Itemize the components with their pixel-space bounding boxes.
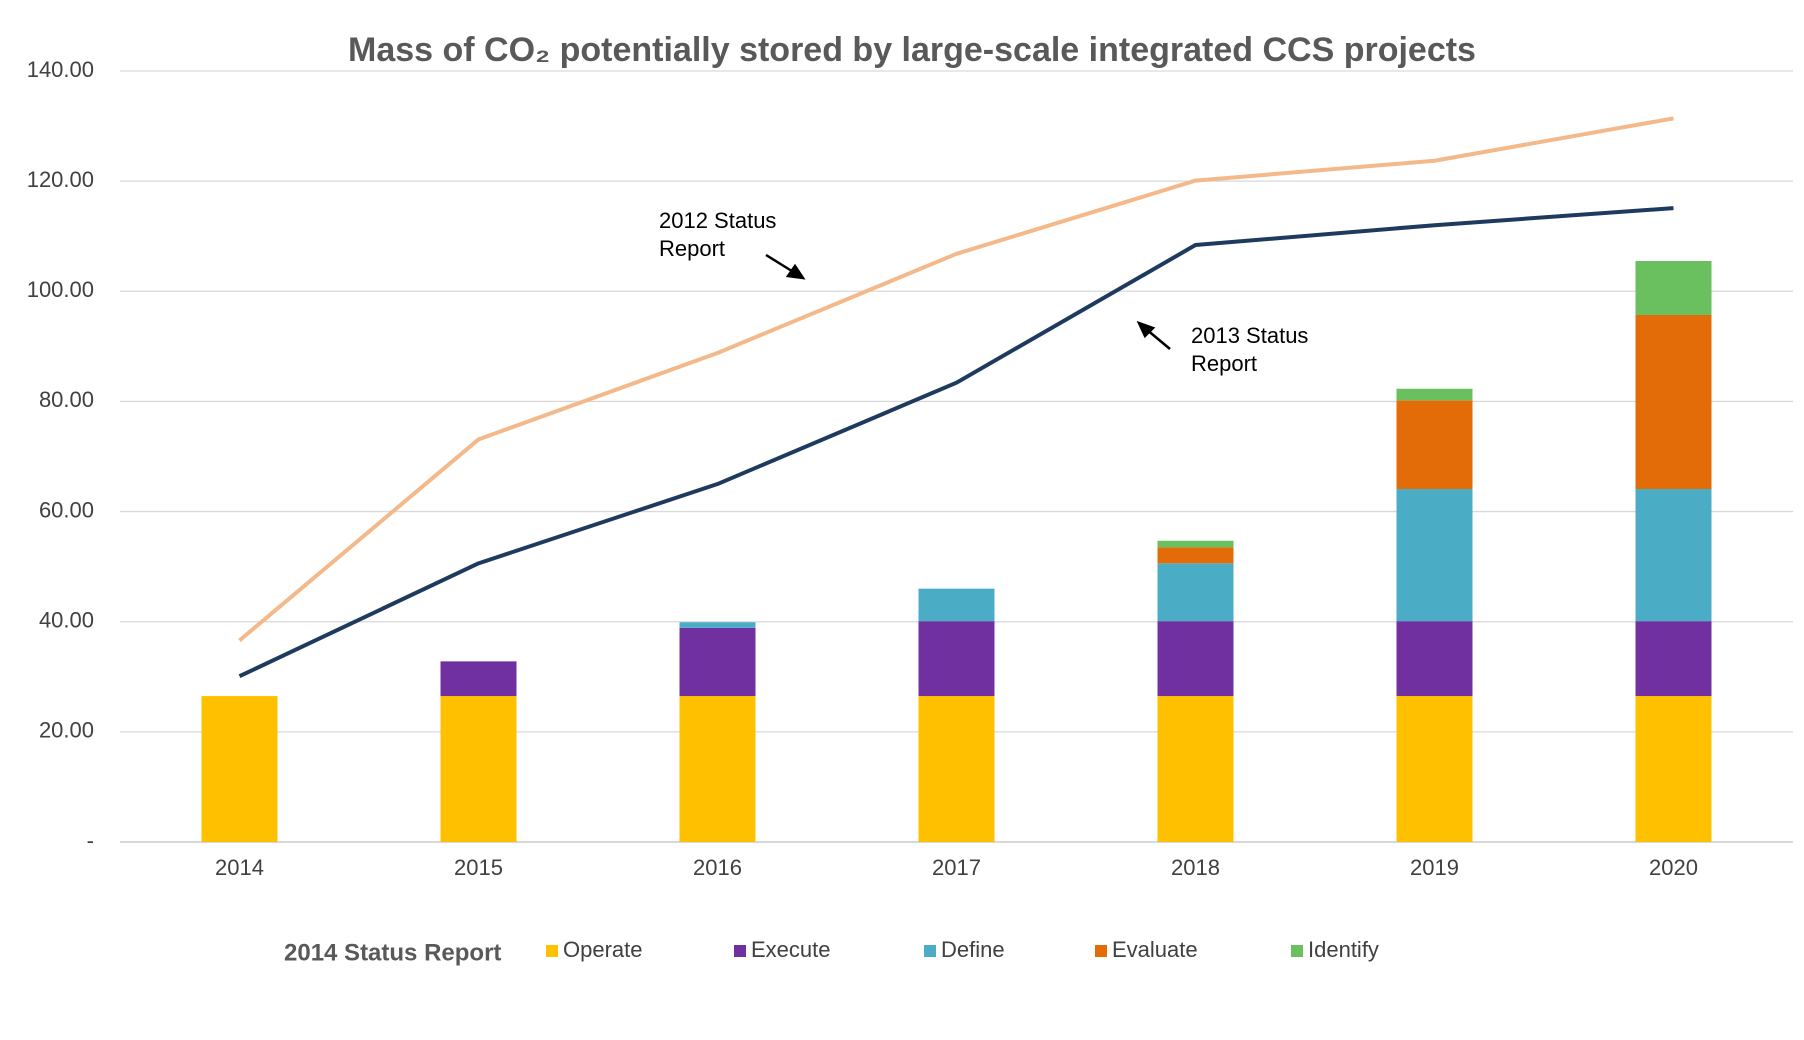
legend-swatch <box>1095 945 1107 957</box>
x-tick-label: 2016 <box>693 855 742 880</box>
y-tick-label: 20.00 <box>39 718 94 743</box>
bar-segment <box>679 622 756 628</box>
bar-segment <box>918 621 995 697</box>
bar-segment <box>1396 400 1473 489</box>
bar-segment <box>1157 547 1234 564</box>
legend-label: Define <box>941 937 1005 962</box>
arrow <box>765 253 796 275</box>
arrow-head <box>785 263 806 280</box>
bar-segment <box>1157 540 1234 548</box>
y-tick-label: 40.00 <box>39 608 94 633</box>
legend-swatch <box>924 945 936 957</box>
y-tick-label: 140.00 <box>27 57 94 82</box>
legend-swatch <box>546 945 558 957</box>
bar-segment <box>1635 621 1712 697</box>
bar-segment <box>679 696 756 842</box>
x-tick-label: 2018 <box>1171 855 1220 880</box>
bar-segment <box>1157 563 1234 622</box>
y-tick-label: - <box>87 828 94 853</box>
bar-segment <box>440 696 517 842</box>
bar-segment <box>1635 260 1712 315</box>
x-tick-label: 2017 <box>932 855 981 880</box>
legend-title: 2014 Status Report <box>284 939 501 966</box>
bar-segment <box>918 588 995 622</box>
y-tick-label: 80.00 <box>39 387 94 412</box>
legend-swatch <box>734 945 746 957</box>
bar-segment <box>1635 488 1712 622</box>
line-series <box>238 116 1674 642</box>
line-series <box>238 206 1674 679</box>
bar-segment <box>679 627 756 697</box>
x-tick-label: 2019 <box>1410 855 1459 880</box>
bar-segment <box>201 696 278 842</box>
bar-segment <box>440 661 517 697</box>
bar-segment <box>918 696 995 842</box>
legend-label: Operate <box>563 937 643 962</box>
chart-title: Mass of CO₂ potentially stored by large-… <box>348 31 1476 69</box>
y-tick-label: 120.00 <box>27 167 94 192</box>
bar-segment <box>1396 621 1473 697</box>
y-tick-label: 100.00 <box>27 277 94 302</box>
legend-swatch <box>1291 945 1303 957</box>
bar-segment <box>1157 696 1234 842</box>
legend-label: Evaluate <box>1112 937 1198 962</box>
y-tick-label: 60.00 <box>39 497 94 522</box>
bar-segment <box>1396 696 1473 842</box>
legend-label: Identify <box>1308 937 1379 962</box>
x-tick-label: 2020 <box>1649 855 1698 880</box>
bar-segment <box>1396 388 1473 401</box>
x-tick-label: 2014 <box>215 855 264 880</box>
annotation-arrows <box>765 253 1171 350</box>
legend-label: Execute <box>751 937 831 962</box>
bar-segment <box>1396 488 1473 622</box>
annotation: 2012 Status Report <box>659 208 777 261</box>
bar-segment <box>1635 696 1712 842</box>
bar-segment <box>1157 621 1234 697</box>
x-tick-label: 2015 <box>454 855 503 880</box>
bar-segment <box>1635 314 1712 489</box>
annotation: 2013 Status Report <box>1191 323 1309 376</box>
arrow-head <box>1136 320 1156 339</box>
